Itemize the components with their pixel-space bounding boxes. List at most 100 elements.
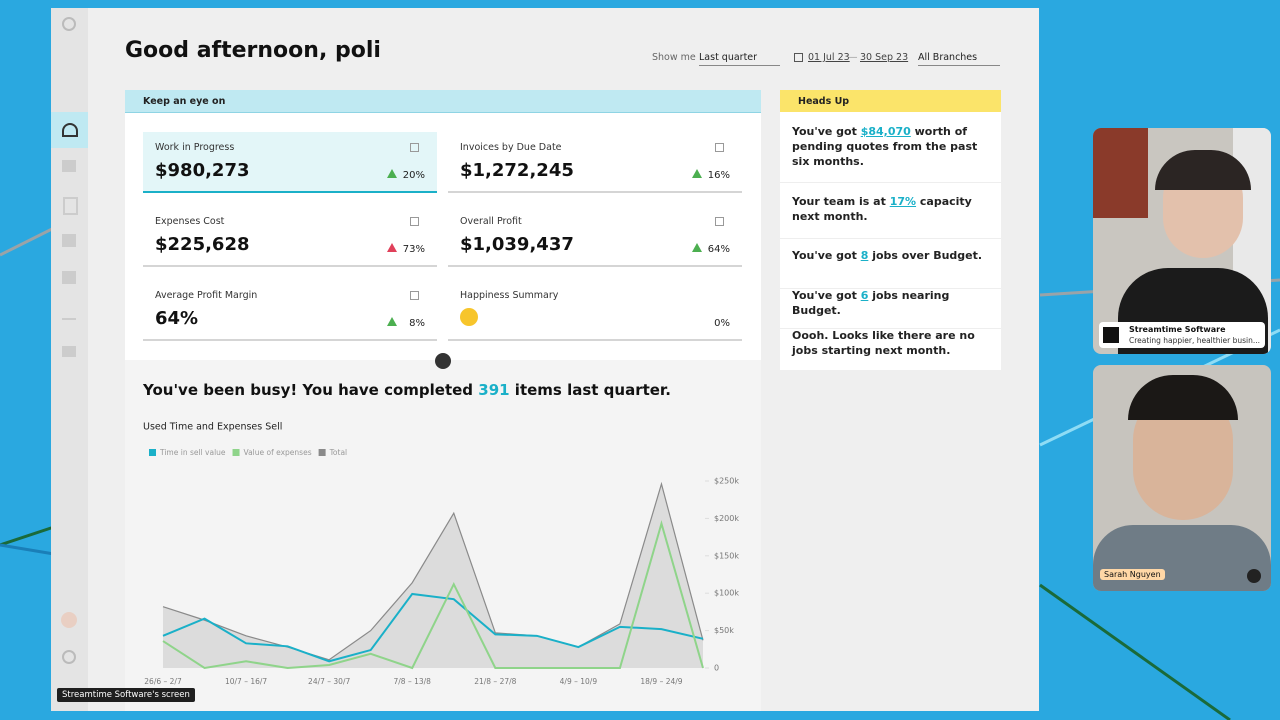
card-label: Happiness Summary xyxy=(460,290,559,301)
trend-icon xyxy=(692,243,702,252)
keep-eye-header xyxy=(125,90,761,113)
trend-icon xyxy=(692,169,702,178)
metric-card[interactable]: Happiness Summary 0% xyxy=(448,280,742,341)
date-from[interactable]: 01 Jul 23 xyxy=(808,52,850,63)
edit-icon[interactable] xyxy=(410,217,419,226)
item-text: jobs over Budget. xyxy=(868,249,983,262)
edit-icon[interactable] xyxy=(410,143,419,152)
date-to[interactable]: 30 Sep 23 xyxy=(860,52,909,63)
card-label: Average Profit Margin xyxy=(155,290,258,301)
video-tile: Streamtime Software Creating happier, he… xyxy=(1093,128,1271,354)
legend-swatch xyxy=(318,449,326,456)
y-tick-label: $150k xyxy=(714,551,739,560)
heads-up-panel xyxy=(780,112,1001,370)
item-text: Oooh. Looks like there are no jobs start… xyxy=(780,328,1001,358)
item-link[interactable]: $84,070 xyxy=(860,125,911,138)
heads-up-item: You've got $84,070 worth of pending quot… xyxy=(780,124,1001,183)
legend-label: Value of expenses xyxy=(244,448,312,457)
more-button[interactable] xyxy=(1247,569,1261,583)
nav-icon[interactable] xyxy=(62,346,76,357)
card-change: 20% xyxy=(402,170,425,181)
item-text: Your team is at 17% capacity next month. xyxy=(780,194,1001,224)
line xyxy=(162,520,704,670)
keep-eye-title: Keep an eye on xyxy=(143,96,226,107)
card-change: 8% xyxy=(409,318,425,329)
nav-icon[interactable] xyxy=(62,160,76,172)
heads-up-title: Heads Up xyxy=(798,96,850,107)
chart-title: Used Time and Expenses Sell xyxy=(143,422,282,433)
heads-up-header xyxy=(780,90,1001,112)
x-tick-label: 24/7 – 30/7 xyxy=(308,677,350,686)
card-value: $1,039,437 xyxy=(460,234,574,255)
search-icon[interactable] xyxy=(62,17,76,31)
trend-icon xyxy=(387,243,397,252)
collapse-button[interactable] xyxy=(435,353,451,369)
card-label: Expenses Cost xyxy=(155,216,225,227)
line xyxy=(162,592,704,663)
y-tick-label: $200k xyxy=(714,514,739,523)
participant-name: Streamtime Software xyxy=(1129,325,1226,334)
item-link[interactable]: 17% xyxy=(889,195,917,208)
card-value: 64% xyxy=(155,308,199,329)
item-text: Oooh. Looks like there are no jobs start… xyxy=(792,329,975,357)
metric-card[interactable]: Average Profit Margin 64% 8% xyxy=(143,280,437,341)
x-tick-label: 7/8 – 13/8 xyxy=(394,677,432,686)
summary: You've been busy! You have completed 391… xyxy=(143,381,671,399)
card-change: 16% xyxy=(707,170,730,181)
heads-up-item: You've got 8 jobs over Budget. xyxy=(780,248,1001,289)
calendar-icon xyxy=(794,53,803,62)
item-text: You've got xyxy=(792,249,861,262)
trend-icon xyxy=(387,317,397,326)
logo xyxy=(1103,327,1119,343)
legend-swatch xyxy=(232,449,240,456)
item-text: You've got 6 jobs nearing Budget. xyxy=(780,288,1001,318)
nav-icon[interactable] xyxy=(62,234,76,247)
item-text: worth of pending quotes from the past si… xyxy=(792,125,978,168)
legend-swatch xyxy=(149,449,156,456)
nav-icon[interactable] xyxy=(63,197,78,215)
metric-card[interactable]: Overall Profit $1,039,437 64% xyxy=(448,206,742,267)
nav-icon[interactable] xyxy=(62,271,76,284)
x-tick-label: 21/8 – 27/8 xyxy=(474,677,516,686)
item-link[interactable]: 6 xyxy=(860,289,869,302)
x-tick-label: 10/7 – 16/7 xyxy=(225,677,267,686)
avatar[interactable] xyxy=(61,612,77,628)
item-text: jobs nearing Budget. xyxy=(792,289,950,317)
y-tick-label: 0 xyxy=(714,664,719,673)
item-text: capacity next month. xyxy=(792,195,972,223)
metric-card[interactable]: Expenses Cost $225,628 73% xyxy=(143,206,437,267)
area xyxy=(163,483,703,668)
item-text: You've got $84,070 worth of pending quot… xyxy=(780,124,1001,169)
summary-count: 391 xyxy=(478,381,510,399)
card-label: Overall Profit xyxy=(460,216,522,227)
person-hair xyxy=(1128,375,1238,420)
item-text: You've got 8 jobs over Budget. xyxy=(780,248,1001,263)
greeting: Good afternoon, poli xyxy=(125,38,381,63)
edit-icon[interactable] xyxy=(715,143,724,152)
participant-subtitle: Creating happier, healthier busin... xyxy=(1129,336,1261,345)
dashboard-icon[interactable] xyxy=(62,123,78,137)
x-tick-label: 26/6 – 2/7 xyxy=(144,677,182,686)
legend-label: Total xyxy=(329,448,348,457)
card-label: Invoices by Due Date xyxy=(460,142,562,153)
summary-text: You've been busy! You have completed xyxy=(143,381,479,399)
card-change: 0% xyxy=(714,318,730,329)
item-text: Your team is at xyxy=(792,195,890,208)
period-dropdown[interactable]: Last quarter xyxy=(699,52,780,66)
edit-icon[interactable] xyxy=(410,291,419,300)
show-me-label: Show me xyxy=(652,52,696,63)
screen-share-label: Streamtime Software's screen xyxy=(57,688,195,702)
branch-dropdown[interactable]: All Branches xyxy=(918,52,1000,66)
y-tick-label: $50k xyxy=(714,626,734,635)
edit-icon[interactable] xyxy=(715,217,724,226)
metric-card[interactable]: Work in Progress $980,273 20% xyxy=(143,132,437,193)
item-link[interactable]: 8 xyxy=(860,249,869,262)
heads-up-item: Oooh. Looks like there are no jobs start… xyxy=(780,328,1001,368)
video-background xyxy=(1093,128,1148,218)
nav-icon[interactable] xyxy=(62,310,76,320)
metric-card[interactable]: Invoices by Due Date $1,272,245 16% xyxy=(448,132,742,193)
settings-icon[interactable] xyxy=(62,650,76,664)
item-text: You've got xyxy=(792,289,861,302)
summary-text: items last quarter. xyxy=(509,381,671,399)
person-body xyxy=(1093,525,1271,591)
